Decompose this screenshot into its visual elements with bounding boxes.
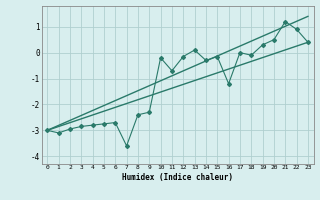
X-axis label: Humidex (Indice chaleur): Humidex (Indice chaleur) — [122, 173, 233, 182]
